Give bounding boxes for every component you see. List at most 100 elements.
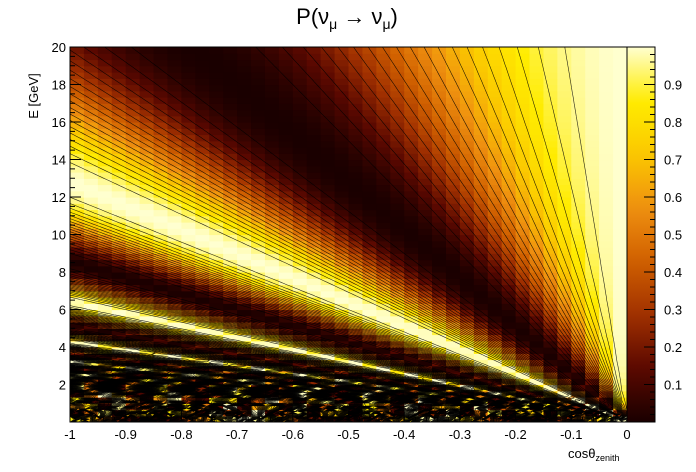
heatmap-cell [376, 78, 391, 86]
heatmap-cell [83, 215, 99, 223]
heatmap-cell [432, 159, 447, 167]
heatmap-cell [432, 190, 447, 198]
heatmap-cell [376, 53, 391, 61]
heatmap-cell [404, 272, 419, 279]
heatmap-cell [445, 72, 461, 79]
heatmap-cell [418, 334, 433, 342]
heatmap-cell [83, 272, 99, 279]
heatmap-cell [376, 222, 391, 229]
heatmap-cell [543, 265, 558, 273]
heatmap-cell [599, 140, 614, 148]
heatmap-cell [264, 65, 280, 73]
heatmap-cell [501, 290, 517, 298]
heatmap-cell [251, 103, 266, 111]
heatmap-cell [181, 259, 196, 267]
heatmap-cell [237, 353, 252, 361]
heatmap-cell [167, 247, 183, 254]
heatmap-cell [306, 272, 322, 279]
heatmap-cell [139, 209, 155, 217]
heatmap-cell [613, 359, 627, 367]
heatmap-cell [292, 147, 308, 154]
heatmap-cell [501, 178, 517, 186]
heatmap-cell [70, 97, 85, 104]
heatmap-cell [278, 172, 294, 179]
heatmap-cell [501, 322, 517, 329]
heatmap-cell [209, 359, 224, 367]
heatmap-cell [195, 109, 210, 117]
heatmap-cell [418, 240, 433, 248]
heatmap-cell [557, 147, 572, 154]
heatmap-cell [376, 209, 391, 217]
z-tick-label: 0.4 [664, 265, 682, 280]
heatmap-cell [390, 103, 405, 111]
heatmap-cell [251, 128, 266, 136]
heatmap-cell [418, 172, 433, 179]
heatmap-cell [376, 290, 391, 298]
heatmap-cell [445, 209, 461, 217]
heatmap-cell [264, 115, 280, 123]
heatmap-cell [557, 372, 572, 379]
heatmap-cell [557, 153, 572, 161]
heatmap-cell [487, 290, 503, 298]
heatmap-cell [334, 334, 350, 342]
heatmap-cell [418, 247, 433, 254]
heatmap-cell [501, 384, 517, 392]
heatmap-cell [167, 278, 183, 286]
heatmap-cell [348, 265, 364, 273]
heatmap-cell [515, 353, 531, 361]
heatmap-cell [390, 290, 405, 298]
heatmap-cell [515, 97, 531, 104]
heatmap-cell [599, 328, 614, 336]
heatmap-cell [181, 322, 196, 329]
heatmap-cell [599, 178, 614, 186]
heatmap-cell [390, 109, 405, 117]
heatmap-cell [529, 147, 545, 154]
heatmap-cell [557, 222, 572, 229]
heatmap-cell [557, 278, 572, 286]
heatmap-cell [237, 278, 252, 286]
heatmap-cell [125, 84, 141, 92]
heatmap-cell [278, 409, 294, 417]
heatmap-cell [195, 53, 210, 61]
heatmap-cell [223, 290, 238, 298]
heatmap-cell [209, 109, 224, 117]
heatmap-cell [557, 47, 572, 54]
heatmap-cell [111, 153, 127, 161]
heatmap-cell [125, 53, 141, 61]
heatmap-cell [599, 115, 614, 123]
heatmap-cell [529, 53, 545, 61]
heatmap-cell [334, 203, 350, 211]
heatmap-cell [70, 297, 85, 304]
heatmap-cell [376, 197, 391, 204]
heatmap-cell [613, 290, 627, 298]
heatmap-cell [418, 272, 433, 279]
heatmap-cell [167, 165, 183, 173]
heatmap-cell [529, 378, 545, 386]
heatmap-cell [557, 228, 572, 236]
heatmap-cell [585, 159, 600, 167]
heatmap-cell [97, 128, 113, 136]
heatmap-cell [473, 184, 489, 192]
heatmap-cell [278, 359, 294, 367]
heatmap-cell [97, 109, 113, 117]
heatmap-cell [599, 134, 614, 142]
heatmap-cell [334, 353, 350, 361]
heatmap-cell [362, 184, 377, 192]
heatmap-cell [320, 190, 336, 198]
heatmap-cell [362, 278, 377, 286]
heatmap-cell [404, 159, 419, 167]
heatmap-cell [445, 259, 461, 267]
heatmap-cell [487, 172, 503, 179]
heatmap-cell [334, 165, 350, 173]
heatmap-cell [404, 278, 419, 286]
heatmap-cell [557, 115, 572, 123]
heatmap-cell [613, 322, 627, 329]
heatmap-cell [390, 90, 405, 98]
heatmap-cell [292, 228, 308, 236]
heatmap-cell [599, 315, 614, 323]
heatmap-cell [459, 203, 475, 211]
heatmap-cell [251, 153, 266, 161]
heatmap-cell [125, 190, 141, 198]
heatmap-cell [473, 290, 489, 298]
heatmap-cell [70, 115, 85, 123]
